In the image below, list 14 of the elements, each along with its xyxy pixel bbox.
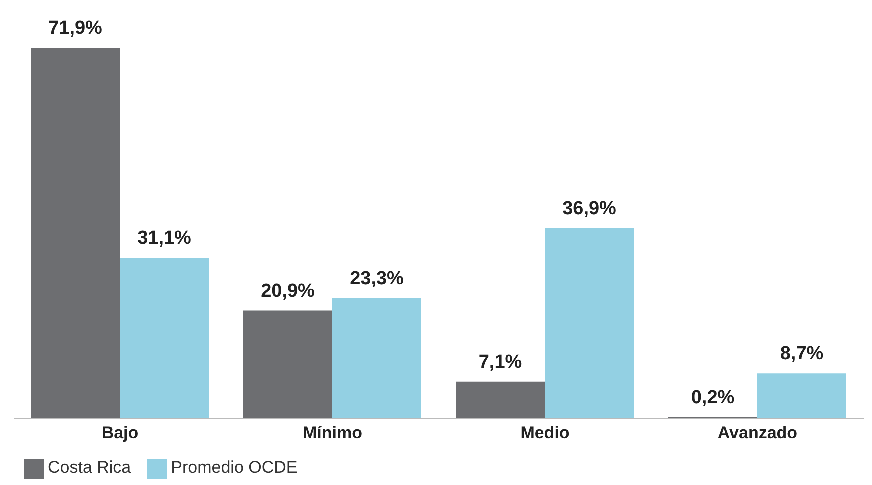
- data-label: 7,1%: [478, 352, 522, 373]
- data-label: 23,3%: [350, 268, 404, 290]
- x-tick-label: Medio: [520, 424, 570, 443]
- legend-label: Costa Rica: [48, 458, 132, 478]
- data-label: 20,9%: [261, 280, 316, 302]
- x-tick-label: Avanzado: [718, 424, 798, 443]
- data-label: 31,1%: [138, 228, 192, 250]
- legend-label: Promedio OCDE: [171, 458, 298, 478]
- data-label: 71,9%: [48, 18, 103, 39]
- x-tick-label: Mínimo: [303, 424, 362, 443]
- data-label: 0,2%: [691, 387, 735, 408]
- x-tick-label: Bajo: [102, 424, 139, 443]
- data-label: 8,7%: [780, 344, 824, 365]
- data-label: 36,9%: [562, 198, 617, 220]
